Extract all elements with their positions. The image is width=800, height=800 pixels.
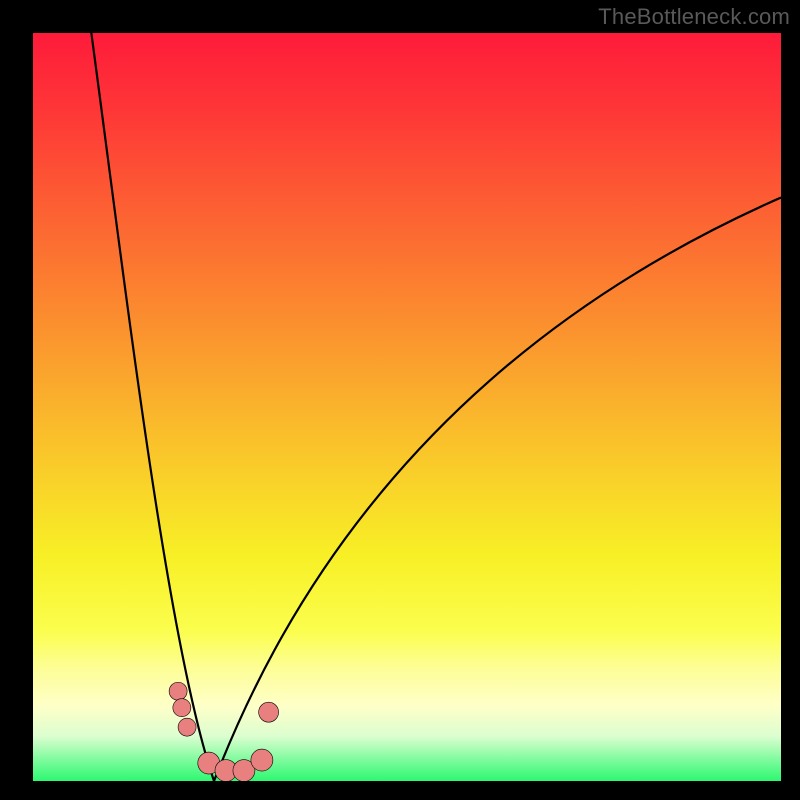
plot-area: [33, 33, 781, 781]
chart-container: TheBottleneck.com: [0, 0, 800, 800]
watermark-text: TheBottleneck.com: [598, 4, 790, 30]
gradient-background: [33, 33, 781, 781]
